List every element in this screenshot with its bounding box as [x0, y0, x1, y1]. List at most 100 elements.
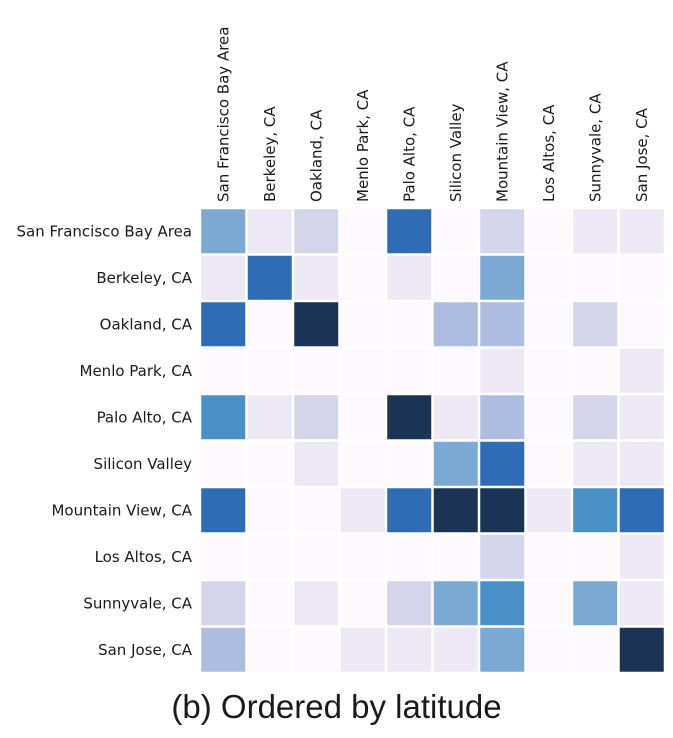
- heatmap-cell-menlo-park-ca-berkeley-ca: [247, 348, 292, 393]
- heatmap-cell-sunnyvale-ca-san-francisco-bay-area: [201, 581, 246, 626]
- heatmap-cell-sunnyvale-ca-los-altos-ca: [526, 581, 571, 626]
- row-label-oakland-ca: Oakland, CA: [100, 315, 193, 333]
- heatmap-cell-menlo-park-ca-palo-alto-ca: [387, 348, 432, 393]
- heatmap-cell-oakland-ca-berkeley-ca: [247, 302, 292, 347]
- heatmap-cell-oakland-ca-palo-alto-ca: [387, 302, 432, 347]
- heatmap-cell-silicon-valley-sunnyvale-ca: [573, 441, 618, 486]
- heatmap-cell-palo-alto-ca-san-francisco-bay-area: [201, 395, 246, 440]
- heatmap-cell-berkeley-ca-mountain-view-ca: [480, 255, 525, 300]
- heatmap-cell-palo-alto-ca-oakland-ca: [294, 395, 339, 440]
- heatmap-cell-san-jose-ca-mountain-view-ca: [480, 627, 525, 672]
- heatmap-cell-los-altos-ca-berkeley-ca: [247, 534, 292, 579]
- heatmap-cell-menlo-park-ca-san-francisco-bay-area: [201, 348, 246, 393]
- heatmap-cell-menlo-park-ca-silicon-valley: [433, 348, 478, 393]
- heatmap-cell-palo-alto-ca-sunnyvale-ca: [573, 395, 618, 440]
- heatmap-cell-sunnyvale-ca-san-jose-ca: [619, 581, 664, 626]
- heatmap-cell-san-francisco-bay-area-menlo-park-ca: [340, 209, 385, 254]
- heatmap-cell-berkeley-ca-san-francisco-bay-area: [201, 255, 246, 300]
- heatmap-cell-san-jose-ca-oakland-ca: [294, 627, 339, 672]
- heatmap-cell-san-francisco-bay-area-los-altos-ca: [526, 209, 571, 254]
- heatmap-cell-oakland-ca-silicon-valley: [433, 302, 478, 347]
- row-label-mountain-view-ca: Mountain View, CA: [51, 501, 192, 519]
- heatmap-cell-silicon-valley-san-francisco-bay-area: [201, 441, 246, 486]
- heatmap-cell-berkeley-ca-menlo-park-ca: [340, 255, 385, 300]
- heatmap-cell-menlo-park-ca-sunnyvale-ca: [573, 348, 618, 393]
- heatmap-cell-san-francisco-bay-area-san-francisco-bay-area: [201, 209, 246, 254]
- heatmap-cell-oakland-ca-san-francisco-bay-area: [201, 302, 246, 347]
- heatmap-cell-palo-alto-ca-mountain-view-ca: [480, 395, 525, 440]
- heatmap-cell-oakland-ca-sunnyvale-ca: [573, 302, 618, 347]
- heatmap-cell-berkeley-ca-silicon-valley: [433, 255, 478, 300]
- row-label-sunnyvale-ca: Sunnyvale, CA: [83, 594, 192, 612]
- column-label-mountain-view-ca: Mountain View, CA: [493, 61, 511, 202]
- heatmap-cell-oakland-ca-san-jose-ca: [619, 302, 664, 347]
- heatmap-cell-sunnyvale-ca-menlo-park-ca: [340, 581, 385, 626]
- heatmap-cell-oakland-ca-mountain-view-ca: [480, 302, 525, 347]
- heatmap-cell-palo-alto-ca-menlo-park-ca: [340, 395, 385, 440]
- column-label-silicon-valley: Silicon Valley: [447, 103, 465, 202]
- heatmap-cell-sunnyvale-ca-palo-alto-ca: [387, 581, 432, 626]
- heatmap-cell-san-jose-ca-sunnyvale-ca: [573, 627, 618, 672]
- heatmap-cell-san-francisco-bay-area-oakland-ca: [294, 209, 339, 254]
- heatmap-cell-palo-alto-ca-palo-alto-ca: [387, 395, 432, 440]
- heatmap-cell-san-francisco-bay-area-mountain-view-ca: [480, 209, 525, 254]
- heatmap-cell-silicon-valley-oakland-ca: [294, 441, 339, 486]
- heatmap-cell-palo-alto-ca-berkeley-ca: [247, 395, 292, 440]
- heatmap-cell-berkeley-ca-oakland-ca: [294, 255, 339, 300]
- heatmap-cell-silicon-valley-palo-alto-ca: [387, 441, 432, 486]
- heatmap-cell-silicon-valley-silicon-valley: [433, 441, 478, 486]
- heatmap-cell-san-jose-ca-san-jose-ca: [619, 627, 664, 672]
- row-label-san-francisco-bay-area: San Francisco Bay Area: [17, 222, 192, 240]
- heatmap-cell-los-altos-ca-sunnyvale-ca: [573, 534, 618, 579]
- heatmap-cell-silicon-valley-berkeley-ca: [247, 441, 292, 486]
- heatmap-cell-san-jose-ca-palo-alto-ca: [387, 627, 432, 672]
- heatmap-cell-oakland-ca-menlo-park-ca: [340, 302, 385, 347]
- column-label-palo-alto-ca: Palo Alto, CA: [400, 106, 418, 202]
- heatmap-cells: [201, 209, 664, 672]
- heatmap-cell-mountain-view-ca-silicon-valley: [433, 488, 478, 533]
- heatmap-cell-oakland-ca-los-altos-ca: [526, 302, 571, 347]
- heatmap-cell-mountain-view-ca-menlo-park-ca: [340, 488, 385, 533]
- heatmap-cell-los-altos-ca-san-francisco-bay-area: [201, 534, 246, 579]
- heatmap-cell-berkeley-ca-los-altos-ca: [526, 255, 571, 300]
- column-label-sunnyvale-ca: Sunnyvale, CA: [586, 93, 604, 202]
- heatmap-cell-palo-alto-ca-san-jose-ca: [619, 395, 664, 440]
- heatmap-cell-los-altos-ca-san-jose-ca: [619, 534, 664, 579]
- heatmap-cell-sunnyvale-ca-sunnyvale-ca: [573, 581, 618, 626]
- heatmap-cell-los-altos-ca-menlo-park-ca: [340, 534, 385, 579]
- heatmap-cell-mountain-view-ca-los-altos-ca: [526, 488, 571, 533]
- heatmap-cell-san-francisco-bay-area-sunnyvale-ca: [573, 209, 618, 254]
- heatmap-cell-oakland-ca-oakland-ca: [294, 302, 339, 347]
- heatmap-cell-menlo-park-ca-san-jose-ca: [619, 348, 664, 393]
- heatmap-cell-menlo-park-ca-menlo-park-ca: [340, 348, 385, 393]
- heatmap-cell-mountain-view-ca-sunnyvale-ca: [573, 488, 618, 533]
- heatmap-cell-silicon-valley-menlo-park-ca: [340, 441, 385, 486]
- column-label-los-altos-ca: Los Altos, CA: [540, 104, 558, 202]
- column-label-san-francisco-bay-area: San Francisco Bay Area: [214, 27, 232, 202]
- heatmap-cell-sunnyvale-ca-mountain-view-ca: [480, 581, 525, 626]
- heatmap-cell-san-jose-ca-silicon-valley: [433, 627, 478, 672]
- heatmap-cell-los-altos-ca-mountain-view-ca: [480, 534, 525, 579]
- row-label-silicon-valley: Silicon Valley: [94, 455, 193, 473]
- column-label-menlo-park-ca: Menlo Park, CA: [354, 89, 372, 202]
- heatmap-cell-silicon-valley-los-altos-ca: [526, 441, 571, 486]
- row-labels: San Francisco Bay Area Berkeley, CA Oaklan…: [17, 222, 193, 659]
- heatmap-cell-san-francisco-bay-area-san-jose-ca: [619, 209, 664, 254]
- heatmap-cell-los-altos-ca-palo-alto-ca: [387, 534, 432, 579]
- heatmap-cell-los-altos-ca-oakland-ca: [294, 534, 339, 579]
- heatmap-cell-los-altos-ca-los-altos-ca: [526, 534, 571, 579]
- column-label-oakland-ca: Oakland, CA: [307, 109, 325, 202]
- row-label-palo-alto-ca: Palo Alto, CA: [97, 408, 193, 426]
- heatmap-cell-sunnyvale-ca-berkeley-ca: [247, 581, 292, 626]
- row-label-los-altos-ca: Los Altos, CA: [95, 548, 193, 566]
- heatmap-cell-sunnyvale-ca-oakland-ca: [294, 581, 339, 626]
- heatmap-cell-menlo-park-ca-oakland-ca: [294, 348, 339, 393]
- heatmap-cell-silicon-valley-mountain-view-ca: [480, 441, 525, 486]
- column-label-berkeley-ca: Berkeley, CA: [261, 106, 279, 202]
- heatmap-cell-san-jose-ca-san-francisco-bay-area: [201, 627, 246, 672]
- heatmap-cell-san-francisco-bay-area-silicon-valley: [433, 209, 478, 254]
- heatmap-cell-los-altos-ca-silicon-valley: [433, 534, 478, 579]
- heatmap-cell-berkeley-ca-san-jose-ca: [619, 255, 664, 300]
- heatmap-cell-berkeley-ca-palo-alto-ca: [387, 255, 432, 300]
